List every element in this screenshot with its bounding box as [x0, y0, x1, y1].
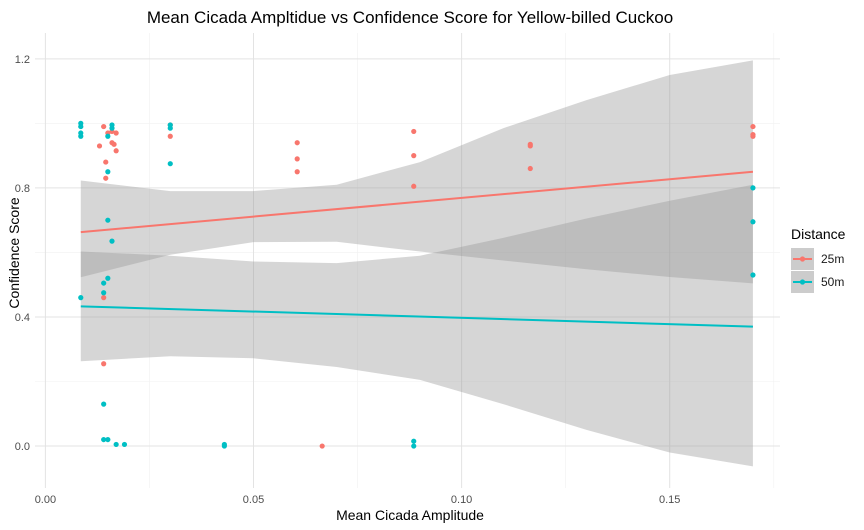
data-points [78, 120, 756, 449]
data-point-25m [294, 169, 300, 175]
data-point-25m [103, 159, 109, 165]
data-point-25m [750, 123, 756, 130]
x-tick-label: 0.00 [35, 494, 56, 506]
data-point-50m [221, 443, 227, 449]
data-point-50m [113, 441, 119, 448]
data-point-50m [105, 436, 111, 443]
data-point-25m [527, 165, 533, 172]
data-point-25m [96, 143, 103, 149]
confidence-band-25m [80, 60, 753, 284]
data-point-50m [167, 125, 173, 131]
data-point-50m [101, 280, 107, 286]
legend-key-point [799, 256, 806, 262]
data-point-50m [167, 161, 173, 167]
data-point-50m [101, 401, 107, 407]
data-point-50m [78, 295, 84, 301]
data-point-25m [101, 361, 107, 367]
data-point-50m [109, 238, 115, 244]
data-point-50m [411, 438, 417, 444]
data-point-50m [105, 169, 111, 175]
data-point-50m [750, 272, 756, 278]
x-tick-label: 0.05 [243, 494, 264, 506]
data-point-25m [113, 148, 119, 154]
legend-label-50m: 50m [821, 275, 844, 289]
y-tick-label: 0.0 [15, 441, 30, 453]
data-point-25m [167, 133, 173, 139]
data-point-25m [111, 141, 117, 147]
y-tick-label: 0.4 [15, 312, 30, 324]
fit-line-25m [80, 170, 754, 234]
data-point-50m [78, 123, 84, 130]
data-point-25m [294, 140, 300, 146]
y-axis-ticks: 0.0 0.4 0.8 1.2 [15, 54, 30, 453]
data-point-50m [105, 217, 111, 223]
data-point-50m [411, 443, 417, 449]
confidence-bands [80, 60, 753, 467]
data-point-25m [319, 443, 325, 449]
confidence-band-50m [80, 184, 753, 467]
legend-items: 25m 50m [791, 248, 844, 293]
x-axis-ticks: 0.00 0.05 0.10 0.15 [35, 494, 681, 506]
data-point-25m [103, 175, 109, 181]
data-point-25m [113, 130, 119, 136]
data-point-50m [750, 219, 756, 225]
x-tick-label: 0.10 [451, 494, 472, 506]
fit-lines [80, 170, 754, 328]
data-point-25m [294, 156, 300, 162]
data-point-25m [411, 128, 417, 135]
y-axis-title: Confidence Score [6, 197, 22, 309]
data-point-50m [101, 290, 107, 296]
y-tick-label: 0.8 [15, 183, 30, 195]
data-point-50m [750, 185, 756, 191]
data-point-25m [527, 143, 533, 149]
data-point-50m [101, 436, 107, 443]
data-point-25m [101, 295, 107, 301]
y-tick-label: 1.2 [15, 54, 30, 66]
legend-key-point [799, 279, 806, 285]
legend-title: Distance [791, 226, 846, 242]
legend-label-25m: 25m [821, 252, 844, 266]
data-point-50m [105, 275, 111, 281]
data-point-25m [101, 123, 107, 130]
data-point-50m [105, 133, 111, 139]
data-point-50m [121, 441, 128, 448]
data-point-50m [109, 125, 115, 131]
data-point-50m [78, 133, 84, 139]
plot-area [35, 33, 780, 488]
x-axis-title: Mean Cicada Amplitude [336, 507, 484, 523]
fit-line-50m [80, 305, 753, 328]
data-point-25m [411, 153, 417, 159]
data-point-25m [411, 183, 417, 189]
x-tick-label: 0.15 [659, 494, 680, 506]
data-point-25m [750, 133, 756, 139]
legend: Distance 25m 50m [791, 226, 846, 293]
chart-title: Mean Cicada Ampltidue vs Confidence Scor… [147, 8, 673, 27]
